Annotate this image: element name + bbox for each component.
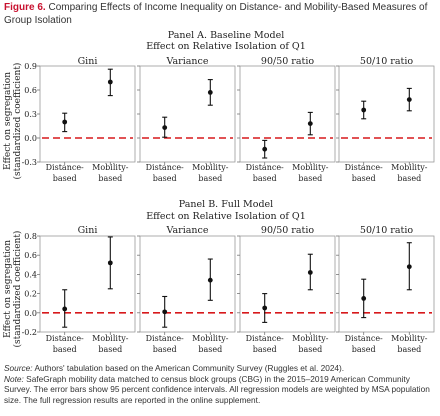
x-category-label-line1: Mobility- bbox=[192, 334, 229, 343]
panel-b-ytick-label: -0.2 bbox=[22, 328, 37, 337]
x-category-label-line2: based bbox=[253, 345, 277, 354]
facet-title: Variance bbox=[166, 225, 209, 236]
x-category-label-line2: based bbox=[198, 345, 222, 354]
x-category-label-line2: based bbox=[53, 345, 77, 354]
panel-a-subtitle: Effect on Relative Isolation of Q1 bbox=[146, 41, 306, 52]
x-category-label-line2: based bbox=[298, 174, 322, 183]
facet-frame bbox=[239, 65, 336, 163]
note-label: Note: bbox=[4, 373, 24, 384]
panel-a-ylabel-line2: (standardized coefficient) bbox=[12, 63, 23, 180]
source-label: Source: bbox=[4, 363, 33, 373]
x-category-label-line1: Mobility- bbox=[92, 163, 129, 172]
x-category-label-line2: based bbox=[153, 345, 177, 354]
method-note: Note: SafeGraph mobility data matched to… bbox=[4, 374, 438, 406]
facet-title: 50/10 ratio bbox=[360, 56, 413, 67]
x-category-label-line1: Distance- bbox=[146, 334, 184, 343]
point-estimate bbox=[62, 306, 68, 312]
x-category-label-line1: Mobility- bbox=[192, 163, 229, 172]
figure-label: Figure 6. bbox=[4, 2, 46, 13]
panel-b-ytick-label: 0.8 bbox=[24, 232, 37, 241]
facet-title: Variance bbox=[166, 56, 209, 67]
source-note: Source: Authors' tabulation based on the… bbox=[4, 363, 438, 374]
x-category-label-line1: Mobility- bbox=[92, 334, 129, 343]
point-estimate bbox=[62, 119, 68, 125]
panel-a-ytick-label: 0.3 bbox=[24, 110, 37, 119]
x-category-label-line1: Distance- bbox=[146, 163, 184, 172]
point-estimate bbox=[207, 90, 213, 95]
facet-title: 90/50 ratio bbox=[261, 56, 314, 67]
x-category-label-line2: based bbox=[397, 345, 421, 354]
facet-frame bbox=[338, 65, 435, 163]
panel-a-ytick-label: -0.3 bbox=[22, 158, 37, 167]
facet-title: 50/10 ratio bbox=[360, 225, 413, 236]
facet-title: 90/50 ratio bbox=[261, 225, 314, 236]
x-category-label-line1: Distance- bbox=[246, 334, 284, 343]
point-estimate bbox=[107, 79, 113, 85]
panel-a-ytick-label: 0.6 bbox=[24, 86, 37, 95]
x-category-label-line1: Mobility- bbox=[391, 334, 428, 343]
x-category-label-line2: based bbox=[253, 174, 277, 183]
note-text: SafeGraph mobility data matched to censu… bbox=[4, 373, 430, 405]
x-category-label-line2: based bbox=[153, 174, 177, 183]
panel-b-subtitle: Effect on Relative Isolation of Q1 bbox=[146, 211, 306, 222]
x-category-label-line2: based bbox=[352, 174, 376, 183]
point-estimate bbox=[162, 309, 168, 315]
facet-frame bbox=[139, 235, 236, 333]
facet-frame bbox=[39, 65, 136, 163]
source-text: Authors' tabulation based on the America… bbox=[34, 363, 345, 373]
x-category-label-line2: based bbox=[397, 174, 421, 183]
point-estimate bbox=[207, 277, 213, 283]
point-estimate bbox=[162, 125, 168, 130]
x-category-label-line1: Distance- bbox=[246, 163, 284, 172]
point-estimate bbox=[262, 146, 268, 152]
x-category-label-line1: Mobility- bbox=[292, 334, 329, 343]
x-category-label-line2: based bbox=[98, 174, 122, 183]
panel-a-title: Panel A. Baseline Model bbox=[168, 30, 285, 41]
point-estimate bbox=[406, 97, 412, 102]
point-estimate bbox=[361, 107, 367, 113]
panel-b-ytick-label: 0.4 bbox=[24, 270, 37, 279]
panel-b-title: Panel B. Full Model bbox=[179, 199, 273, 210]
x-category-label-line1: Distance- bbox=[345, 163, 383, 172]
figure-title-text: Comparing Effects of Income Inequality o… bbox=[4, 2, 428, 26]
facet-frame bbox=[139, 65, 236, 163]
point-estimate bbox=[361, 296, 367, 301]
x-category-label-line1: Distance- bbox=[345, 334, 383, 343]
figure-notes: Source: Authors' tabulation based on the… bbox=[4, 363, 438, 405]
panel-a-ylabel-line1: Effect on segregation bbox=[3, 72, 13, 170]
panel-a-ytick-label: 0.0 bbox=[24, 134, 37, 143]
panel-b-ytick-label: 0.0 bbox=[24, 309, 37, 318]
figure-title: Figure 6. Comparing Effects of Income In… bbox=[4, 2, 436, 27]
x-category-label-line2: based bbox=[198, 174, 222, 183]
x-category-label-line1: Distance- bbox=[46, 163, 84, 172]
x-category-label-line1: Distance- bbox=[46, 334, 84, 343]
x-category-label-line1: Mobility- bbox=[391, 163, 428, 172]
point-estimate bbox=[262, 305, 268, 311]
panel-b-ytick-label: 0.6 bbox=[24, 251, 37, 260]
panel-a-ytick-label: 0.9 bbox=[24, 62, 37, 71]
panel-b-ylabel-line2: (standardized coefficient) bbox=[12, 231, 23, 348]
panel-b-ytick-label: 0.2 bbox=[24, 290, 37, 299]
facet-frame bbox=[338, 235, 435, 333]
point-estimate bbox=[307, 270, 313, 275]
x-category-label-line2: based bbox=[298, 345, 322, 354]
panel-b-ylabel-line1: Effect on segregation bbox=[3, 240, 13, 338]
point-estimate bbox=[307, 121, 313, 126]
facet-frame bbox=[39, 235, 136, 333]
x-category-label-line2: based bbox=[352, 345, 376, 354]
x-category-label-line2: based bbox=[53, 174, 77, 183]
facet-title: Gini bbox=[78, 225, 98, 236]
facet-title: Gini bbox=[78, 56, 98, 67]
x-category-label-line2: based bbox=[98, 345, 122, 354]
facet-frame bbox=[239, 235, 336, 333]
point-estimate bbox=[406, 264, 412, 270]
point-estimate bbox=[107, 260, 113, 266]
x-category-label-line1: Mobility- bbox=[292, 163, 329, 172]
